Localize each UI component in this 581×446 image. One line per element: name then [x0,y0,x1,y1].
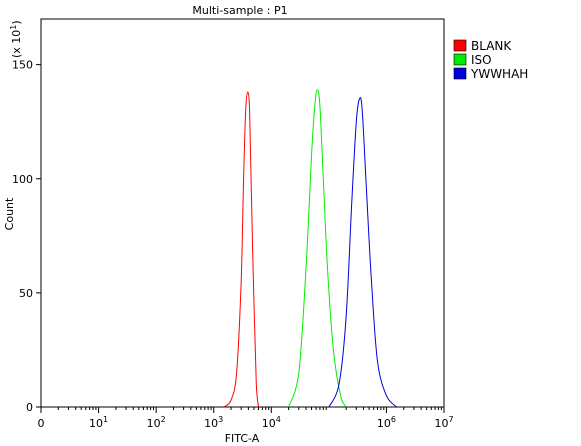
x-tick-label: 101 [89,415,108,430]
x-axis-label: FITC-A [225,432,260,445]
x-tick-label: 106 [377,415,396,430]
x-tick-label: 103 [204,415,223,430]
series-line-blank [223,91,259,408]
y-tick-label: 50 [19,287,33,300]
y-tick-label: 150 [12,59,33,72]
legend-swatch-ywwhah [453,67,467,80]
legend-label-blank: BLANK [471,39,512,53]
legend-label-ywwhah: YWWHAH [470,67,528,81]
y-multiplier-label: (x 101) [9,20,23,58]
chart-title: Multi-sample : P1 [192,4,287,17]
x-tick-label: 102 [147,415,166,430]
y-axis-label: Count [3,197,16,230]
svg-text:(x 101): (x 101) [9,20,23,58]
x-tick-label: 107 [434,415,453,430]
x-tick-label: 104 [262,415,281,430]
x-tick-label: 0 [38,417,45,430]
legend-swatch-iso [453,53,467,66]
y-tick-label: 100 [12,173,33,186]
legend-label-iso: ISO [471,53,492,67]
y-tick-label: 0 [26,401,33,414]
legend-swatch-blank [453,39,467,52]
series-line-iso [288,89,347,408]
plot-frame [40,18,445,408]
series-line-ywwhah [328,97,397,408]
